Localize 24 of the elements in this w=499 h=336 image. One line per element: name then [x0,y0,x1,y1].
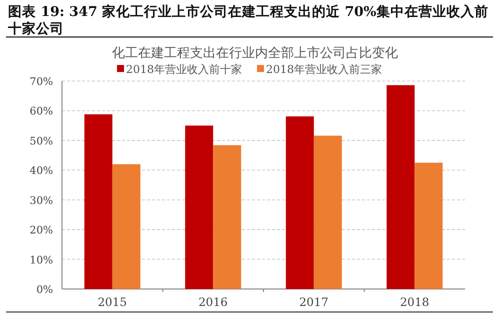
legend-label: 2018年营业收入前十家 [126,63,242,76]
title: 图表 19: 347 家化工行业上市公司在建工程支出的近 70%集中在营业收入前十家公司 [8,4,488,37]
y-tick-label: 40% [30,165,54,178]
bar [213,145,242,289]
y-tick-label: 30% [30,194,54,207]
bar [112,164,140,289]
x-tick-label: 2017 [299,295,329,309]
bar [286,116,314,289]
y-tick-label: 50% [30,135,54,148]
x-tick-label: 2018 [400,295,430,309]
y-tick-label: 60% [30,106,54,118]
legend-label: 2018年营业收入前三家 [266,63,382,76]
bar [185,126,214,289]
x-tick-label: 2015 [98,295,128,309]
chart-subtitle: 化工在建工程支出在行业内全部上市公司占比变化 [112,46,398,61]
y-tick-label: 10% [30,254,54,266]
bar [386,85,415,289]
bar [414,162,443,289]
y-tick-label: 70% [30,76,54,88]
bar [314,136,342,289]
y-tick-label: 0% [36,284,54,296]
bar [84,114,112,289]
x-tick-label: 2016 [198,295,228,309]
y-tick-label: 20% [30,224,54,237]
